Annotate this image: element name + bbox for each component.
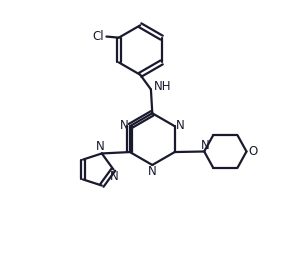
- Text: N: N: [120, 119, 129, 132]
- Text: N: N: [148, 165, 157, 178]
- Text: O: O: [248, 145, 257, 158]
- Text: N: N: [110, 170, 118, 183]
- Text: NH: NH: [154, 80, 171, 92]
- Text: N: N: [96, 140, 105, 154]
- Text: N: N: [201, 139, 210, 152]
- Text: N: N: [176, 119, 184, 132]
- Text: Cl: Cl: [93, 30, 104, 43]
